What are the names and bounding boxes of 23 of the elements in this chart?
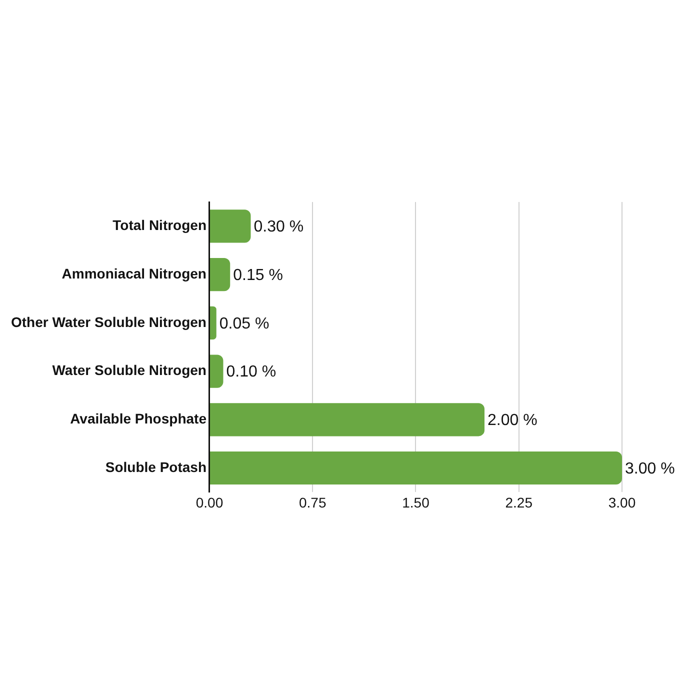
bar [210, 354, 224, 388]
y-tick-label: Soluble Potash [105, 458, 206, 475]
data-label: 0.05 % [219, 315, 270, 332]
data-label: 3.00 % [625, 460, 675, 478]
bar [210, 210, 251, 243]
data-label: 0.10 % [226, 364, 276, 381]
y-tick-label: Other Water Soluble Nitrogen [10, 314, 206, 330]
y-tick-label: Total Nitrogen [112, 217, 206, 234]
x-tick-label: 3.00 [608, 494, 636, 510]
bar [210, 306, 216, 340]
y-tick-label: Water Soluble Nitrogen [52, 362, 206, 378]
y-tick-label: Available Phosphate [70, 410, 207, 427]
x-tick-label: 0.00 [196, 494, 224, 510]
bar [210, 258, 230, 292]
data-label: 2.00 % [488, 412, 538, 430]
bar [210, 451, 622, 485]
x-tick-label: 0.75 [298, 494, 326, 510]
data-label: 0.15 % [233, 266, 283, 284]
x-tick-label: 1.50 [402, 494, 430, 510]
y-tick-label: Ammoniacal Nitrogen [62, 265, 206, 282]
x-tick-label: 2.25 [505, 494, 533, 510]
bar [210, 403, 484, 436]
data-label: 0.30 % [254, 218, 304, 236]
